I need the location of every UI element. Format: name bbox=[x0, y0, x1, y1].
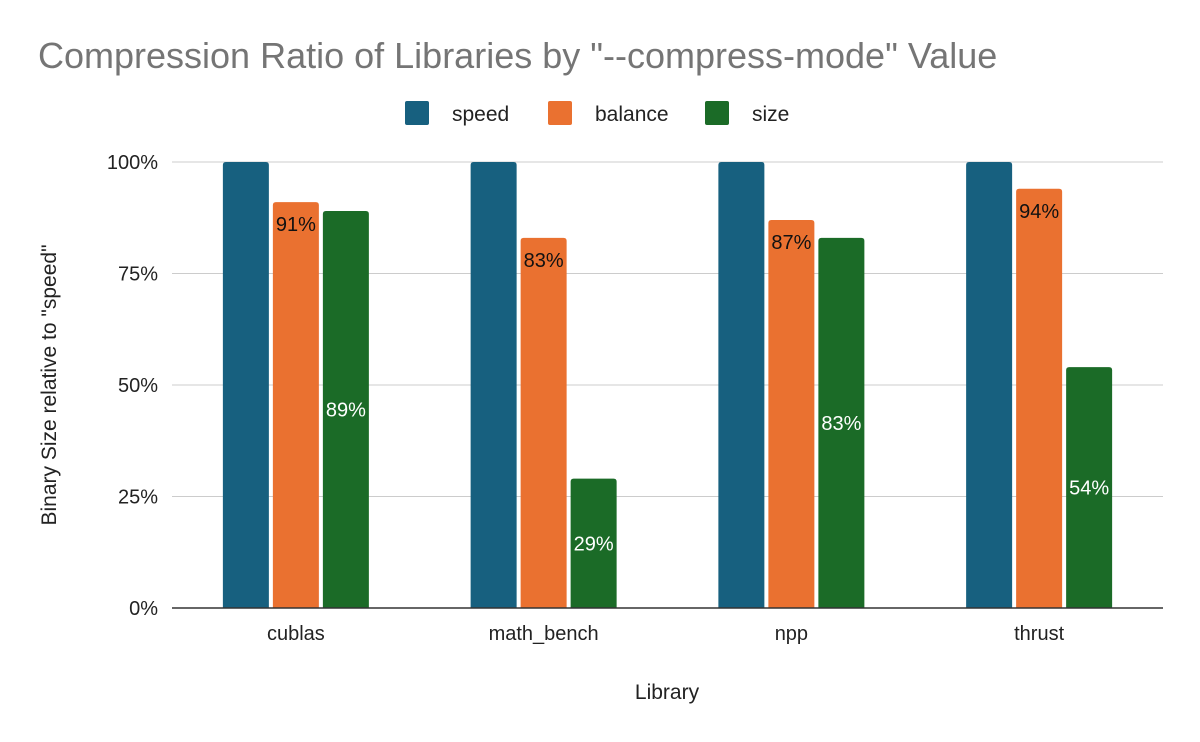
data-label: 83% bbox=[524, 250, 564, 272]
x-tick-label: math_bench bbox=[489, 623, 599, 645]
data-label: 54% bbox=[1069, 478, 1109, 500]
x-tick-label: npp bbox=[775, 623, 808, 645]
x-axis-ticks: cublas math_bench npp thrust bbox=[267, 623, 1065, 645]
bar-speed-cublas bbox=[222, 162, 269, 608]
legend-label-balance: balance bbox=[595, 103, 669, 126]
data-label: 83% bbox=[821, 413, 861, 435]
y-tick-label: 0% bbox=[129, 598, 158, 620]
x-tick-label: thrust bbox=[1014, 623, 1064, 645]
legend-swatch-balance bbox=[548, 101, 572, 125]
bar-balance-npp bbox=[768, 219, 815, 609]
data-label: 89% bbox=[326, 400, 366, 422]
y-tick-label: 75% bbox=[118, 264, 158, 286]
bar-balance-thrust bbox=[1016, 188, 1063, 608]
y-axis-ticks: 0% 25% 50% 75% 100% bbox=[107, 152, 158, 620]
bar-balance-math_bench bbox=[520, 237, 567, 608]
x-axis-label: Library bbox=[635, 681, 700, 704]
y-tick-label: 50% bbox=[118, 375, 158, 397]
legend-label-speed: speed bbox=[452, 103, 509, 126]
y-tick-label: 100% bbox=[107, 152, 158, 174]
y-tick-label: 25% bbox=[118, 487, 158, 509]
legend-label-size: size bbox=[752, 103, 789, 126]
gridlines bbox=[172, 161, 1163, 497]
bar-speed-thrust bbox=[966, 162, 1013, 608]
x-tick-label: cublas bbox=[267, 623, 325, 645]
bar-size-thrust bbox=[1066, 367, 1113, 608]
chart-title: Compression Ratio of Libraries by "--com… bbox=[38, 35, 997, 76]
bar-balance-cublas bbox=[272, 202, 319, 608]
legend: speed balance size bbox=[405, 101, 789, 126]
legend-swatch-size bbox=[705, 101, 729, 125]
data-label: 87% bbox=[771, 232, 811, 254]
data-label: 91% bbox=[276, 214, 316, 236]
y-axis-label: Binary Size relative to "speed" bbox=[38, 244, 61, 525]
bar-size-npp bbox=[818, 237, 865, 608]
bar-speed-npp bbox=[718, 162, 765, 608]
data-label: 29% bbox=[574, 533, 614, 555]
bar-size-math_bench bbox=[570, 478, 617, 608]
legend-swatch-speed bbox=[405, 101, 429, 125]
data-labels: 91% 89% 83% 29% 87% 83% 94% 54% bbox=[276, 201, 1109, 556]
bars bbox=[222, 162, 1113, 609]
bar-speed-math_bench bbox=[470, 162, 517, 608]
bar-size-cublas bbox=[322, 211, 369, 608]
data-label: 94% bbox=[1019, 201, 1059, 223]
